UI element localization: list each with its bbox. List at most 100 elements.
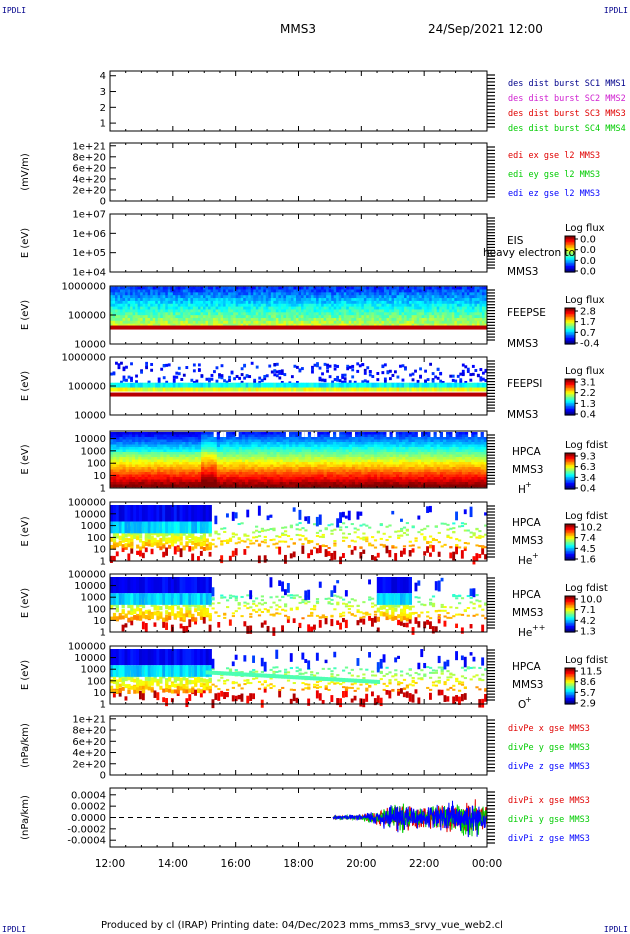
spectrogram-cell (127, 298, 131, 302)
spectrogram-cell (338, 317, 342, 322)
spectrogram-cell (273, 382, 277, 390)
spectrogram-cell (471, 286, 475, 290)
spectrogram-cell (298, 317, 302, 322)
spectrogram-cell (235, 477, 240, 480)
spectrogram-cell (378, 315, 382, 319)
spectrogram-cell (436, 323, 440, 327)
spectrogram-cell (135, 382, 139, 390)
spectrogram-cell (190, 382, 194, 390)
spectrogram-cell (367, 437, 372, 440)
spectrogram-cell (110, 469, 114, 473)
spectrogram-cell (200, 320, 204, 325)
spectrogram-cell (160, 484, 164, 488)
spectrogram-cell (169, 437, 174, 440)
spectrogram-cell (235, 300, 239, 305)
spectrogram-cell (348, 439, 353, 443)
spectrogram-cell (194, 459, 199, 463)
spectrogram-cell (167, 303, 171, 307)
spectrogram-cell (112, 312, 116, 316)
spectrogram-cell (366, 286, 370, 290)
spectrogram-cell (378, 306, 382, 310)
spectrogram-cell (476, 289, 480, 293)
spectrogram-cell (235, 317, 239, 322)
spectrogram-cell (358, 300, 362, 305)
spectrogram-cell (216, 482, 221, 485)
spectrogram-cell (342, 457, 347, 460)
spectrogram-cell (351, 300, 355, 305)
spectrogram-cell (120, 300, 123, 305)
spectrogram-cell (280, 289, 284, 293)
spectrogram-cell (122, 462, 127, 465)
spectrogram-cell (464, 295, 468, 299)
spectrogram-cell (276, 479, 281, 483)
spectrogram-cell (130, 323, 134, 327)
spectrogram-cell (368, 292, 372, 296)
spectrogram-cell (454, 289, 458, 293)
spectrogram-cell (137, 317, 141, 322)
spectrogram-cell (361, 289, 365, 293)
spectrogram-cell (361, 439, 365, 443)
spectrogram-cell (197, 482, 202, 485)
spectrogram-cell (238, 474, 243, 478)
spectrogram-cell (421, 309, 425, 313)
colorbar-swatch (565, 246, 575, 249)
spectrogram-cell (185, 300, 189, 305)
spectrogram-cell (110, 477, 114, 480)
spectrogram-cell (192, 300, 196, 305)
spectrogram-cell (316, 289, 320, 293)
spectrogram-cell (125, 306, 128, 310)
spectrogram-cell (128, 472, 133, 475)
spectrogram-cell (326, 474, 331, 478)
spectrogram-cell (288, 323, 292, 327)
spectrogram-cell (331, 303, 335, 307)
spectrogram-gap (235, 432, 239, 437)
spectrogram-cell (169, 447, 174, 450)
spectrogram-cell (338, 312, 342, 316)
spectrogram-cell (289, 437, 293, 440)
spectrogram-cell (194, 479, 199, 483)
spectrogram-cell (429, 323, 433, 327)
spectrogram-cell (254, 467, 259, 470)
spectrogram-cell (301, 298, 304, 302)
spectrogram-cell (358, 306, 362, 310)
spectrogram-cell (461, 306, 465, 310)
spectrogram-cell (394, 315, 397, 319)
spectrogram-cell (295, 298, 299, 302)
spectrogram-cell (289, 462, 293, 465)
spectrogram-cell (292, 447, 296, 450)
spectrogram-cell (185, 477, 189, 480)
spectrogram-cell (341, 292, 345, 296)
spectrogram-cell (215, 295, 219, 299)
spectrogram-cell (416, 289, 420, 293)
spectrogram-cell (474, 295, 478, 299)
spectrogram-cell (449, 315, 453, 319)
spectrogram-gap (336, 432, 340, 437)
spectrogram-cell (326, 300, 330, 305)
spectrogram-cell (283, 312, 287, 316)
spectrogram-cell (130, 382, 134, 390)
spectrogram-cell (476, 374, 480, 378)
spectrogram-cell (251, 437, 255, 440)
spectrogram-cell (456, 382, 460, 390)
spectrogram-cell (255, 387, 259, 392)
spectrogram-cell (348, 306, 352, 310)
spectrogram-cell (328, 292, 332, 296)
spectrogram-cell (207, 457, 211, 460)
spectrogram-cell (194, 452, 199, 455)
spectrogram-cell (254, 432, 259, 435)
spectrogram-cell (166, 469, 171, 473)
spectrogram-cell (451, 315, 455, 319)
spectrogram-cell (285, 472, 290, 475)
spectrogram-cell (233, 317, 237, 322)
spectrogram-cell (197, 439, 202, 443)
spectrogram-cell (163, 444, 167, 448)
spectrogram-cell (481, 317, 485, 322)
spectrogram-cell (371, 320, 375, 325)
spectrogram-cell (182, 469, 186, 473)
spectrogram-cell (191, 437, 196, 440)
spectrogram-cell (177, 292, 181, 296)
spectrogram-cell (166, 472, 171, 475)
spectrogram-cell (245, 457, 249, 460)
spectrogram-cell (444, 320, 448, 325)
spectrogram-cell (471, 309, 475, 313)
